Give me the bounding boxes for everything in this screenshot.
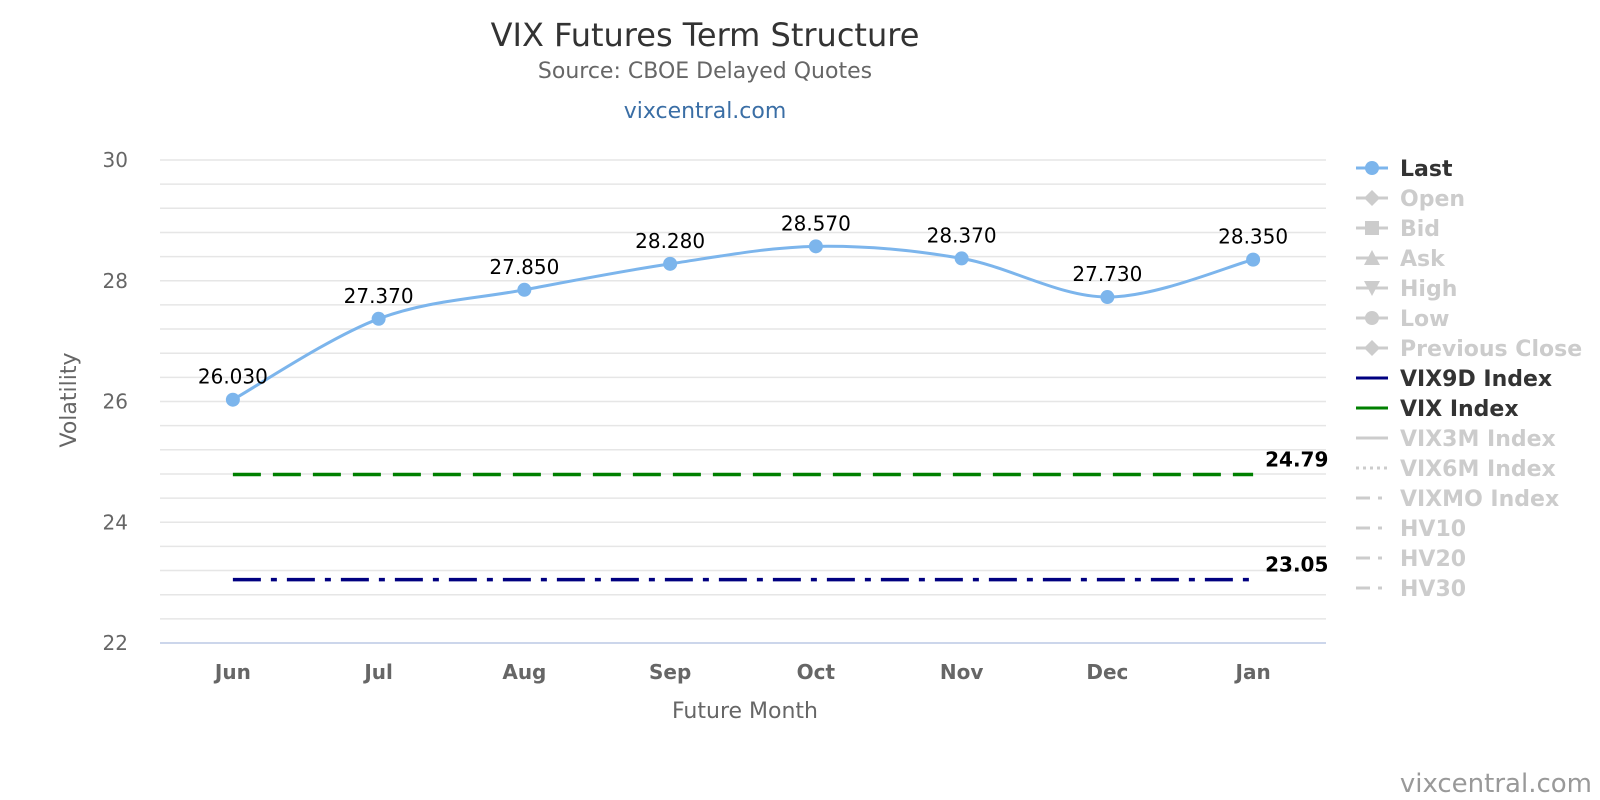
- legend-label: VIX3M Index: [1400, 427, 1556, 452]
- x-tick-label: Dec: [1086, 660, 1128, 684]
- x-tick-label: Aug: [502, 660, 546, 684]
- x-tick-label: Nov: [940, 660, 984, 684]
- y-tick-label: 30: [103, 148, 128, 172]
- legend-label: Open: [1400, 187, 1465, 212]
- data-point[interactable]: [371, 311, 386, 326]
- legend-triangle-down-icon: [1364, 281, 1380, 296]
- legend-label: VIX Index: [1400, 397, 1519, 422]
- legend-item[interactable]: Previous Close: [1356, 337, 1582, 362]
- reference-lines: 24.79 23.05: [232, 448, 1328, 582]
- legend-square-icon: [1365, 221, 1379, 235]
- legend-item[interactable]: High: [1356, 277, 1457, 302]
- y-axis-ticks: 22 24 26 28 30: [103, 148, 128, 655]
- legend-triangle-icon: [1364, 250, 1380, 265]
- data-label: 28.350: [1218, 225, 1288, 249]
- legend-item[interactable]: HV20: [1356, 547, 1466, 572]
- chart-subtitle: Source: CBOE Delayed Quotes: [538, 59, 872, 84]
- data-point[interactable]: [225, 392, 240, 407]
- data-label: 27.730: [1072, 262, 1142, 286]
- x-tick-label: Oct: [797, 660, 836, 684]
- data-point[interactable]: [517, 282, 532, 297]
- legend-label: HV20: [1400, 547, 1466, 572]
- x-axis-title: Future Month: [672, 699, 818, 724]
- legend-diamond-icon: [1364, 190, 1380, 206]
- x-tick-label: Jun: [213, 660, 251, 684]
- data-label: 27.370: [344, 284, 414, 308]
- legend: Last Open Bid Ask High Low Previous Close VIX9D…: [1356, 157, 1582, 602]
- legend-label: Ask: [1400, 247, 1446, 272]
- legend-label: VIXMO Index: [1400, 487, 1559, 512]
- credit-text: vixcentral.com: [1400, 769, 1592, 799]
- legend-item[interactable]: Ask: [1356, 247, 1446, 272]
- x-axis-ticks: Jun Jul Aug Sep Oct Nov Dec Jan: [213, 660, 1271, 684]
- legend-label: Previous Close: [1400, 337, 1582, 362]
- x-tick-label: Sep: [649, 660, 691, 684]
- data-label: 26.030: [198, 365, 268, 389]
- y-tick-label: 22: [103, 631, 128, 655]
- series-line: [232, 244, 1254, 402]
- data-label: 27.850: [489, 255, 559, 279]
- y-tick-label: 28: [103, 269, 128, 293]
- legend-item[interactable]: VIX6M Index: [1356, 457, 1556, 482]
- legend-label: VIX9D Index: [1400, 367, 1552, 392]
- data-point[interactable]: [808, 239, 823, 254]
- reference-value-label: 23.05: [1265, 553, 1328, 577]
- legend-item[interactable]: HV10: [1356, 517, 1466, 542]
- legend-item[interactable]: VIXMO Index: [1356, 487, 1559, 512]
- y-tick-label: 24: [103, 510, 128, 534]
- x-tick-label: Jul: [362, 660, 393, 684]
- gridlines: [160, 159, 1326, 644]
- legend-label: Bid: [1400, 217, 1440, 242]
- site-link[interactable]: vixcentral.com: [624, 99, 787, 124]
- legend-circle-icon: [1365, 311, 1379, 325]
- legend-item[interactable]: VIX9D Index: [1356, 367, 1552, 392]
- legend-item[interactable]: HV30: [1356, 577, 1466, 602]
- legend-item[interactable]: VIX3M Index: [1356, 427, 1556, 452]
- legend-label: VIX6M Index: [1400, 457, 1556, 482]
- y-axis-title: Volatility: [57, 352, 82, 447]
- legend-label: HV30: [1400, 577, 1466, 602]
- data-point[interactable]: [663, 256, 678, 271]
- data-point[interactable]: [1100, 290, 1115, 305]
- series-last: 26.030 27.370 27.850 28.280 28.570 28.370 27.7…: [198, 211, 1288, 407]
- data-label: 28.280: [635, 229, 705, 253]
- legend-diamond-icon: [1364, 340, 1380, 356]
- data-label: 28.570: [781, 211, 851, 235]
- chart-title: VIX Futures Term Structure: [491, 16, 920, 54]
- legend-label: High: [1400, 277, 1457, 302]
- legend-circle-icon: [1365, 161, 1379, 175]
- data-label: 28.370: [927, 223, 997, 247]
- reference-value-label: 24.79: [1265, 448, 1328, 472]
- data-point[interactable]: [1246, 252, 1261, 267]
- y-tick-label: 26: [103, 390, 128, 414]
- legend-item[interactable]: Last: [1356, 157, 1453, 182]
- legend-item[interactable]: Low: [1356, 307, 1449, 332]
- x-tick-label: Jan: [1234, 660, 1271, 684]
- legend-item[interactable]: VIX Index: [1356, 397, 1519, 422]
- legend-item[interactable]: Open: [1356, 187, 1465, 212]
- legend-label: Low: [1400, 307, 1449, 332]
- legend-label: Last: [1400, 157, 1453, 182]
- data-point[interactable]: [954, 251, 969, 266]
- legend-label: HV10: [1400, 517, 1466, 542]
- legend-item[interactable]: Bid: [1356, 217, 1440, 242]
